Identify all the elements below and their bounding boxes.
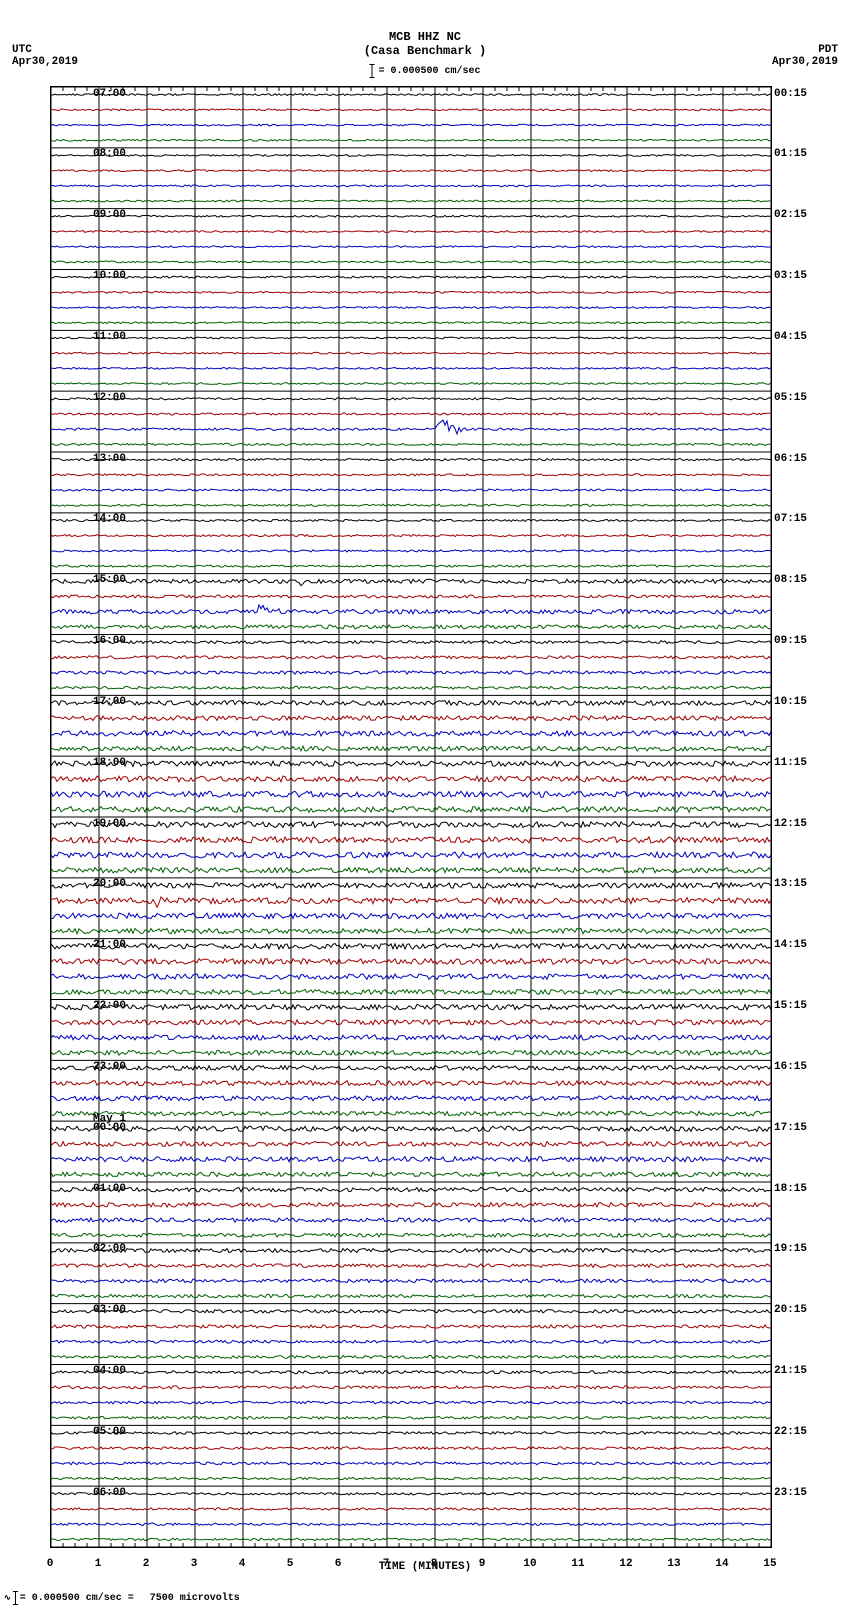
time-label: 14:15 [774, 939, 807, 951]
time-label: 13:15 [774, 878, 807, 890]
footer-text1: = 0.000500 cm/sec = [20, 1593, 134, 1604]
time-label: 06:15 [774, 453, 807, 465]
scale-indicator: = 0.000500 cm/sec [369, 64, 480, 78]
time-label: 20:15 [774, 1304, 807, 1316]
scale-bar-icon [371, 64, 372, 78]
time-label: 15:15 [774, 1000, 807, 1012]
tz-right-label: PDT [772, 44, 838, 56]
time-label: 11:15 [774, 757, 807, 769]
time-label: 23:15 [774, 1487, 807, 1499]
x-axis-label: TIME (MINUTES) [0, 1561, 850, 1573]
time-label: 21:15 [774, 1365, 807, 1377]
footer-scale: ∿ = 0.000500 cm/sec = 7500 microvolts [4, 1591, 240, 1605]
station-code: MCB HHZ NC [0, 30, 850, 44]
time-label: 12:15 [774, 818, 807, 830]
tz-right-date: Apr30,2019 [772, 56, 838, 68]
time-label: 18:15 [774, 1183, 807, 1195]
header: MCB HHZ NC (Casa Benchmark ) [0, 30, 850, 58]
footer-text2: 7500 microvolts [150, 1593, 240, 1604]
time-label: 16:15 [774, 1061, 807, 1073]
time-label: 17:15 [774, 1122, 807, 1134]
time-label: 10:15 [774, 696, 807, 708]
time-label: 01:15 [774, 148, 807, 160]
seismogram-svg [51, 87, 771, 1547]
seismogram-page: MCB HHZ NC (Casa Benchmark ) = 0.000500 … [0, 0, 850, 1613]
seismogram-plot [50, 86, 772, 1548]
tz-left-date: Apr30,2019 [12, 56, 78, 68]
time-label: 08:15 [774, 574, 807, 586]
time-label: 02:15 [774, 209, 807, 221]
time-label: 09:15 [774, 635, 807, 647]
time-label: 05:15 [774, 392, 807, 404]
time-label: 22:15 [774, 1426, 807, 1438]
time-label: 04:15 [774, 331, 807, 343]
time-label: 07:15 [774, 513, 807, 525]
tz-left-label: UTC [12, 44, 78, 56]
time-label: 19:15 [774, 1243, 807, 1255]
station-location: (Casa Benchmark ) [0, 44, 850, 58]
tz-left: UTC Apr30,2019 [12, 44, 78, 68]
time-label: 00:15 [774, 88, 807, 100]
scale-bar-icon [15, 1591, 16, 1605]
time-label: 03:15 [774, 270, 807, 282]
scale-text: = 0.000500 cm/sec [378, 66, 480, 77]
tz-right: PDT Apr30,2019 [772, 44, 838, 68]
footer-wiggle-icon: ∿ [4, 1593, 11, 1603]
